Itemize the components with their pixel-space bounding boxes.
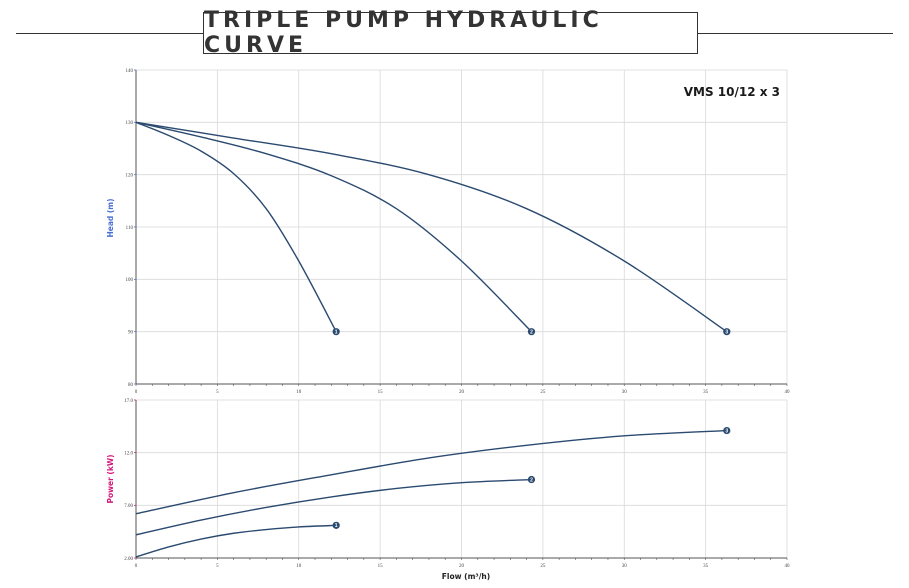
power-curve-number: 1 (335, 523, 338, 529)
power-y-tick-label: 2.00 (124, 557, 133, 562)
chart-title: TRIPLE PUMP HYDRAULIC CURVE (204, 8, 603, 58)
head-x-tick-label: 15 (378, 390, 384, 395)
head-y-tick-label: 80 (128, 383, 134, 388)
power-panel: 0 5 10 15 20 25 30 35 40 2.00 7.00 12.0 17.0 1 2 3 Pow… (106, 399, 790, 581)
head-x-tick-label: 5 (216, 390, 219, 395)
power-x-tick-label: 20 (459, 564, 465, 569)
power-y-tick-label: 17.0 (124, 399, 133, 404)
power-curve-3 (135, 429, 727, 515)
head-curve-end-marker (332, 328, 340, 336)
power-curve-number: 2 (530, 477, 533, 483)
head-x-tick-label: 20 (459, 390, 465, 395)
power-curve-2 (135, 478, 532, 536)
power-curve-number: 3 (725, 428, 728, 434)
power-x-tick-label: 40 (785, 564, 791, 569)
model-label: VMS 10/12 x 3 (684, 85, 780, 99)
power-axis-title: Power (kW) (106, 454, 115, 503)
head-x-tick-label: 40 (785, 390, 791, 395)
power-x-tick-label: 35 (703, 564, 709, 569)
power-curve-end-marker (527, 475, 536, 484)
power-curve-end-marker (332, 521, 340, 529)
head-x-tick-label: 0 (135, 390, 138, 395)
power-x-tick-label: 10 (296, 564, 302, 569)
head-curve-number: 2 (530, 329, 533, 335)
flow-axis-title: Flow (m³/h) (442, 572, 490, 581)
head-y-tick-label: 100 (126, 278, 134, 283)
title-box: TRIPLE PUMP HYDRAULIC CURVE (203, 8, 698, 58)
power-x-tick-label: 5 (216, 564, 219, 569)
head-curve-3 (135, 121, 728, 333)
head-axis-title: Head (m) (106, 198, 115, 237)
head-curve-end-marker (723, 328, 731, 336)
power-y-tick-label: 7.00 (124, 504, 133, 509)
head-x-tick-label: 25 (540, 390, 546, 395)
head-x-tick-label: 30 (622, 390, 628, 395)
power-x-tick-label: 25 (540, 564, 546, 569)
power-y-tick-label: 12.0 (124, 451, 133, 456)
head-y-tick-label: 140 (126, 69, 134, 74)
power-x-tick-label: 30 (622, 564, 628, 569)
power-curve-end-marker (723, 426, 731, 435)
head-y-tick-label: 130 (126, 121, 134, 126)
head-x-tick-label: 35 (703, 390, 709, 395)
head-x-tick-label: 10 (296, 390, 302, 395)
head-curve-1 (135, 121, 337, 332)
head-y-tick-label: 110 (126, 226, 134, 231)
head-curve-number: 1 (335, 329, 338, 335)
power-x-tick-label: 0 (135, 564, 138, 569)
head-curve-2 (135, 121, 532, 333)
head-curve-number: 3 (725, 329, 728, 335)
head-curve-end-marker (527, 328, 536, 336)
head-y-tick-label: 120 (126, 173, 134, 178)
power-curve-1 (135, 524, 337, 558)
power-x-tick-label: 15 (378, 564, 384, 569)
head-y-tick-label: 90 (128, 330, 134, 335)
